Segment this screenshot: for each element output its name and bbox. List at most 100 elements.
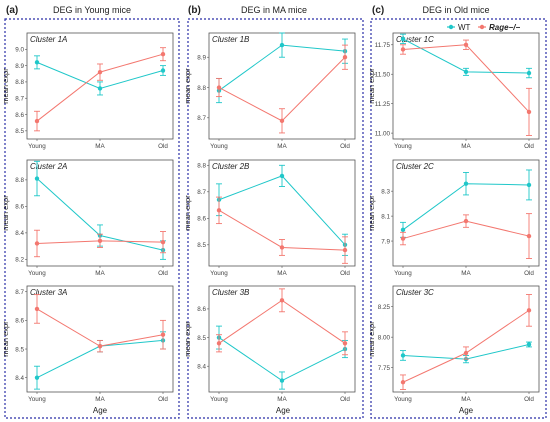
panel-cluster-3a: Cluster 3A mean expr 8.4 8.5 8.6 8.7 Young MA Ol… <box>1 285 174 403</box>
panel-cluster-1b: Cluster 1B mean expr 8.7 8.8 8.9 Young MA Old <box>183 32 356 150</box>
x-tick-label: MA <box>277 396 287 403</box>
data-point-rage <box>216 85 222 90</box>
x-tick-label: Young <box>394 143 412 150</box>
y-tick-label: 8.6 <box>197 306 206 313</box>
y-tick-label: 8.00 <box>378 334 391 341</box>
xlabel-a: Age <box>93 406 108 415</box>
y-tick-label: 8.4 <box>15 230 24 237</box>
y-tick-label: 8.8 <box>15 79 24 86</box>
panels: Cluster 1A mean expr 8.5 8.6 8.7 8.8 8.9 9.0 You… <box>1 32 540 403</box>
column-title-c: DEG in Old mice <box>422 5 489 15</box>
panel-title: Cluster 3C <box>396 288 434 297</box>
data-point-wt <box>34 60 40 65</box>
y-axis-label: mean expr <box>367 321 376 357</box>
data-point-rage <box>463 218 469 224</box>
y-tick-label: 8.5 <box>15 346 24 353</box>
xlabel-b: Age <box>276 406 291 415</box>
x-tick-label: MA <box>461 270 471 277</box>
x-tick-label: Old <box>340 270 350 277</box>
y-tick-label: 8.1 <box>381 213 390 220</box>
data-point-rage <box>279 118 285 124</box>
data-point-wt <box>400 36 406 42</box>
data-point-rage <box>216 208 222 213</box>
x-tick-label: MA <box>461 396 471 403</box>
x-tick-label: Old <box>340 396 350 403</box>
data-point-rage <box>216 341 222 346</box>
x-tick-label: Old <box>158 396 168 403</box>
x-tick-label: Old <box>340 143 350 150</box>
x-tick-label: Old <box>158 270 168 277</box>
y-tick-label: 8.5 <box>15 128 24 135</box>
y-tick-label: 8.3 <box>381 188 390 195</box>
data-point-rage <box>526 308 532 313</box>
x-tick-label: Young <box>28 396 46 403</box>
y-tick-label: 8.8 <box>197 85 206 92</box>
column-title-a: DEG in Young mice <box>53 5 131 15</box>
y-axis-label: mean expr <box>1 321 10 357</box>
y-tick-label: 8.6 <box>15 204 24 211</box>
y-tick-label: 8.8 <box>15 177 24 184</box>
panel-cluster-3c: Cluster 3C mean expr 7.75 8.00 8.25 Young MA Ol… <box>367 285 540 403</box>
y-axis-label: mean expr <box>183 195 192 231</box>
data-point-wt <box>526 182 532 188</box>
y-tick-label: 7.75 <box>378 365 391 372</box>
panel-title: Cluster 1B <box>212 35 250 44</box>
data-point-wt <box>34 176 40 181</box>
data-point-wt <box>34 375 40 380</box>
y-tick-label: 8.5 <box>197 242 206 249</box>
legend-rage-label: Rage−/− <box>489 23 520 32</box>
column-border-c <box>370 18 547 419</box>
y-tick-label: 8.5 <box>197 335 206 342</box>
x-tick-label: MA <box>95 143 105 150</box>
panel-title: Cluster 3B <box>212 288 250 297</box>
legend: WT Rage−/− <box>447 23 520 32</box>
data-point-rage <box>279 298 285 303</box>
y-axis-label: mean expr <box>183 321 192 357</box>
panel-cluster-3b: Cluster 3B mean expr 8.4 8.5 8.6 Young MA Old <box>183 285 356 403</box>
data-point-rage <box>160 332 166 337</box>
panel-cluster-1c: Cluster 1C mean expr 11.00 11.25 11.50 11.75 Y… <box>367 32 540 150</box>
data-point-rage <box>97 69 103 75</box>
y-tick-label: 8.4 <box>197 364 206 371</box>
legend-wt-label: WT <box>458 23 471 32</box>
panel-title: Cluster 2A <box>30 162 67 171</box>
plot-frame <box>26 285 174 393</box>
x-tick-label: MA <box>277 270 287 277</box>
data-point-rage <box>400 236 406 241</box>
x-tick-label: Old <box>158 143 168 150</box>
panel-title: Cluster 2B <box>212 162 250 171</box>
data-point-rage <box>97 343 103 349</box>
y-tick-label: 8.6 <box>197 216 206 223</box>
data-point-wt <box>463 181 469 186</box>
panel-cluster-2b: Cluster 2B mean expr 8.5 8.6 8.7 8.8 Young MA Ol… <box>183 159 356 277</box>
x-tick-label: Young <box>394 270 412 277</box>
data-point-rage <box>279 245 285 250</box>
column-border-a <box>4 18 180 419</box>
column-letter-c: (c) <box>372 5 384 16</box>
x-tick-label: MA <box>277 143 287 150</box>
data-point-rage <box>400 47 406 52</box>
panel-cluster-2c: Cluster 2C mean expr 7.9 8.1 8.3 Young MA Old <box>367 159 540 277</box>
data-point-wt <box>279 42 285 48</box>
y-tick-label: 8.25 <box>378 304 391 311</box>
y-tick-label: 11.50 <box>375 72 391 79</box>
x-tick-label: Old <box>524 143 534 150</box>
data-point-wt <box>279 378 285 383</box>
data-point-rage <box>400 380 406 385</box>
column-title-b: DEG in MA mice <box>241 5 307 15</box>
data-point-wt <box>400 227 406 233</box>
data-point-rage <box>160 239 166 245</box>
legend-rage-marker <box>479 24 485 30</box>
plot-frame <box>392 32 540 140</box>
y-tick-label: 8.6 <box>15 318 24 325</box>
y-axis-label: mean expr <box>1 195 10 231</box>
y-axis-label: mean expr <box>1 68 10 104</box>
plot-frame <box>392 285 540 393</box>
data-point-wt <box>526 342 532 347</box>
x-tick-label: Old <box>524 270 534 277</box>
xlabel-c: Age <box>459 406 474 415</box>
y-axis-label: mean expr <box>367 68 376 104</box>
panel-title: Cluster 1A <box>30 35 67 44</box>
panel-title: Cluster 1C <box>396 35 434 44</box>
